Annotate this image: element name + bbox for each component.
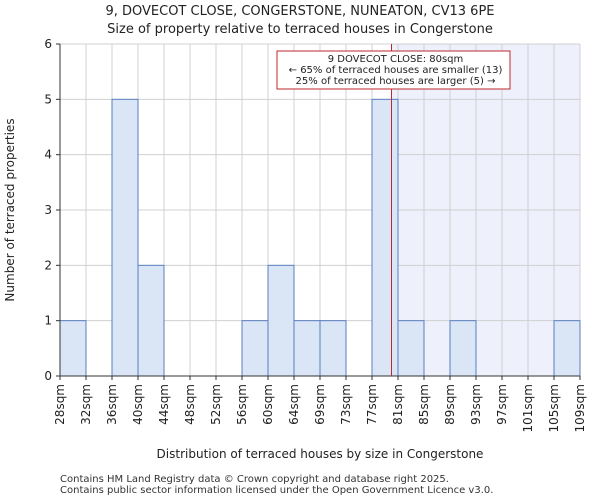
histogram-bar xyxy=(553,320,581,377)
histogram-bar xyxy=(371,98,399,377)
x-tick-label: 56sqm xyxy=(235,384,249,425)
histogram-bar xyxy=(111,98,139,377)
annotation-line: ← 65% of terraced houses are smaller (13… xyxy=(289,65,503,76)
histogram-bar xyxy=(449,320,477,377)
chart-subtitle: Size of property relative to terraced ho… xyxy=(107,22,493,37)
annotation-box xyxy=(276,50,511,90)
annotation-line: 9 DOVECOT CLOSE: 80sqm xyxy=(328,54,464,65)
x-tick-label: 52sqm xyxy=(209,384,223,425)
histogram-bar xyxy=(319,320,347,377)
histogram-bar xyxy=(137,264,165,377)
x-tick-label: 48sqm xyxy=(183,384,197,425)
x-tick-label: 77sqm xyxy=(365,384,379,425)
y-tick-label: 0 xyxy=(44,369,52,383)
y-tick-label: 2 xyxy=(44,258,52,272)
x-tick-label: 36sqm xyxy=(105,384,119,425)
histogram-bar xyxy=(59,320,87,377)
y-tick-label: 1 xyxy=(44,314,52,328)
footer-line-2: Contains public sector information licen… xyxy=(60,485,494,496)
annotation-line: 25% of terraced houses are larger (5) → xyxy=(296,76,496,87)
x-tick-label: 109sqm xyxy=(573,384,587,432)
x-tick-label: 81sqm xyxy=(391,384,405,425)
histogram-bar xyxy=(397,320,425,377)
x-tick-label: 101sqm xyxy=(521,384,535,432)
x-axis-title: Distribution of terraced houses by size … xyxy=(157,447,484,461)
x-tick-label: 85sqm xyxy=(417,384,431,425)
x-tick-label: 40sqm xyxy=(131,384,145,425)
histogram-bar xyxy=(267,264,295,377)
chart-title: 9, DOVECOT CLOSE, CONGERSTONE, NUNEATON,… xyxy=(105,4,495,19)
y-axis-title: Number of terraced properties xyxy=(3,118,17,301)
histogram-bar xyxy=(241,320,269,377)
x-tick-label: 69sqm xyxy=(313,384,327,425)
x-tick-label: 44sqm xyxy=(157,384,171,425)
x-tick-label: 64sqm xyxy=(287,384,301,425)
histogram-bar xyxy=(293,320,321,377)
footer-line-1: Contains HM Land Registry data © Crown c… xyxy=(60,474,449,485)
x-tick-label: 32sqm xyxy=(79,384,93,425)
x-tick-label: 73sqm xyxy=(339,384,353,425)
y-tick-label: 6 xyxy=(44,37,52,51)
x-tick-label: 60sqm xyxy=(261,384,275,425)
x-tick-label: 89sqm xyxy=(443,384,457,425)
x-tick-label: 28sqm xyxy=(53,384,67,425)
y-tick-label: 3 xyxy=(44,203,52,217)
x-tick-label: 93sqm xyxy=(469,384,483,425)
x-tick-label: 105sqm xyxy=(547,384,561,432)
y-tick-label: 5 xyxy=(44,92,52,106)
x-tick-label: 97sqm xyxy=(495,384,509,425)
y-tick-label: 4 xyxy=(44,148,52,162)
